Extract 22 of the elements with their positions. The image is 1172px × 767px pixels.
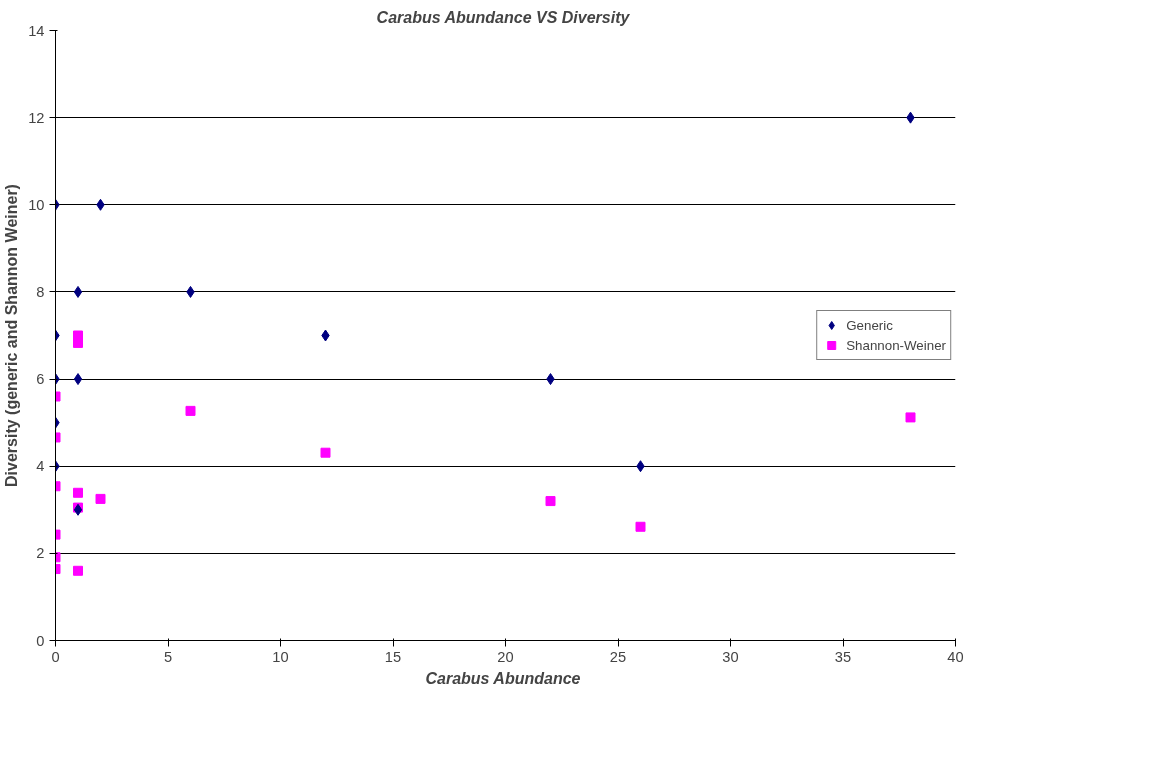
x-tick-label: 30 (722, 648, 739, 665)
x-tick-label: 5 (163, 648, 173, 665)
y-tick-label: 12 (28, 109, 45, 126)
x-tick-label: 20 (497, 648, 514, 665)
x-tick-label: 0 (51, 648, 60, 665)
x-tick-label: 10 (272, 648, 289, 665)
legend-label: Shannon-Weiner (846, 337, 946, 353)
chart-title: Carabus Abundance VS Diversity (376, 8, 631, 26)
x-tick-label: 15 (384, 648, 402, 665)
y-tick-label: 10 (28, 196, 45, 213)
legend-label: Generic (846, 317, 893, 333)
y-axis-title: Diversity (generic and Shannon Weiner) (3, 184, 21, 487)
y-tick-label: 8 (36, 283, 45, 300)
x-tick-label: 25 (609, 648, 627, 665)
y-tick-label: 6 (36, 371, 45, 388)
y-tick-label: 4 (36, 458, 45, 475)
y-tick-label: 0 (36, 632, 45, 649)
y-tick-label: 14 (28, 22, 45, 39)
x-tick-label: 35 (834, 648, 852, 665)
x-axis-title: Carabus Abundance (425, 669, 581, 687)
y-tick-label: 2 (36, 545, 45, 562)
x-tick-label: 40 (947, 648, 964, 665)
